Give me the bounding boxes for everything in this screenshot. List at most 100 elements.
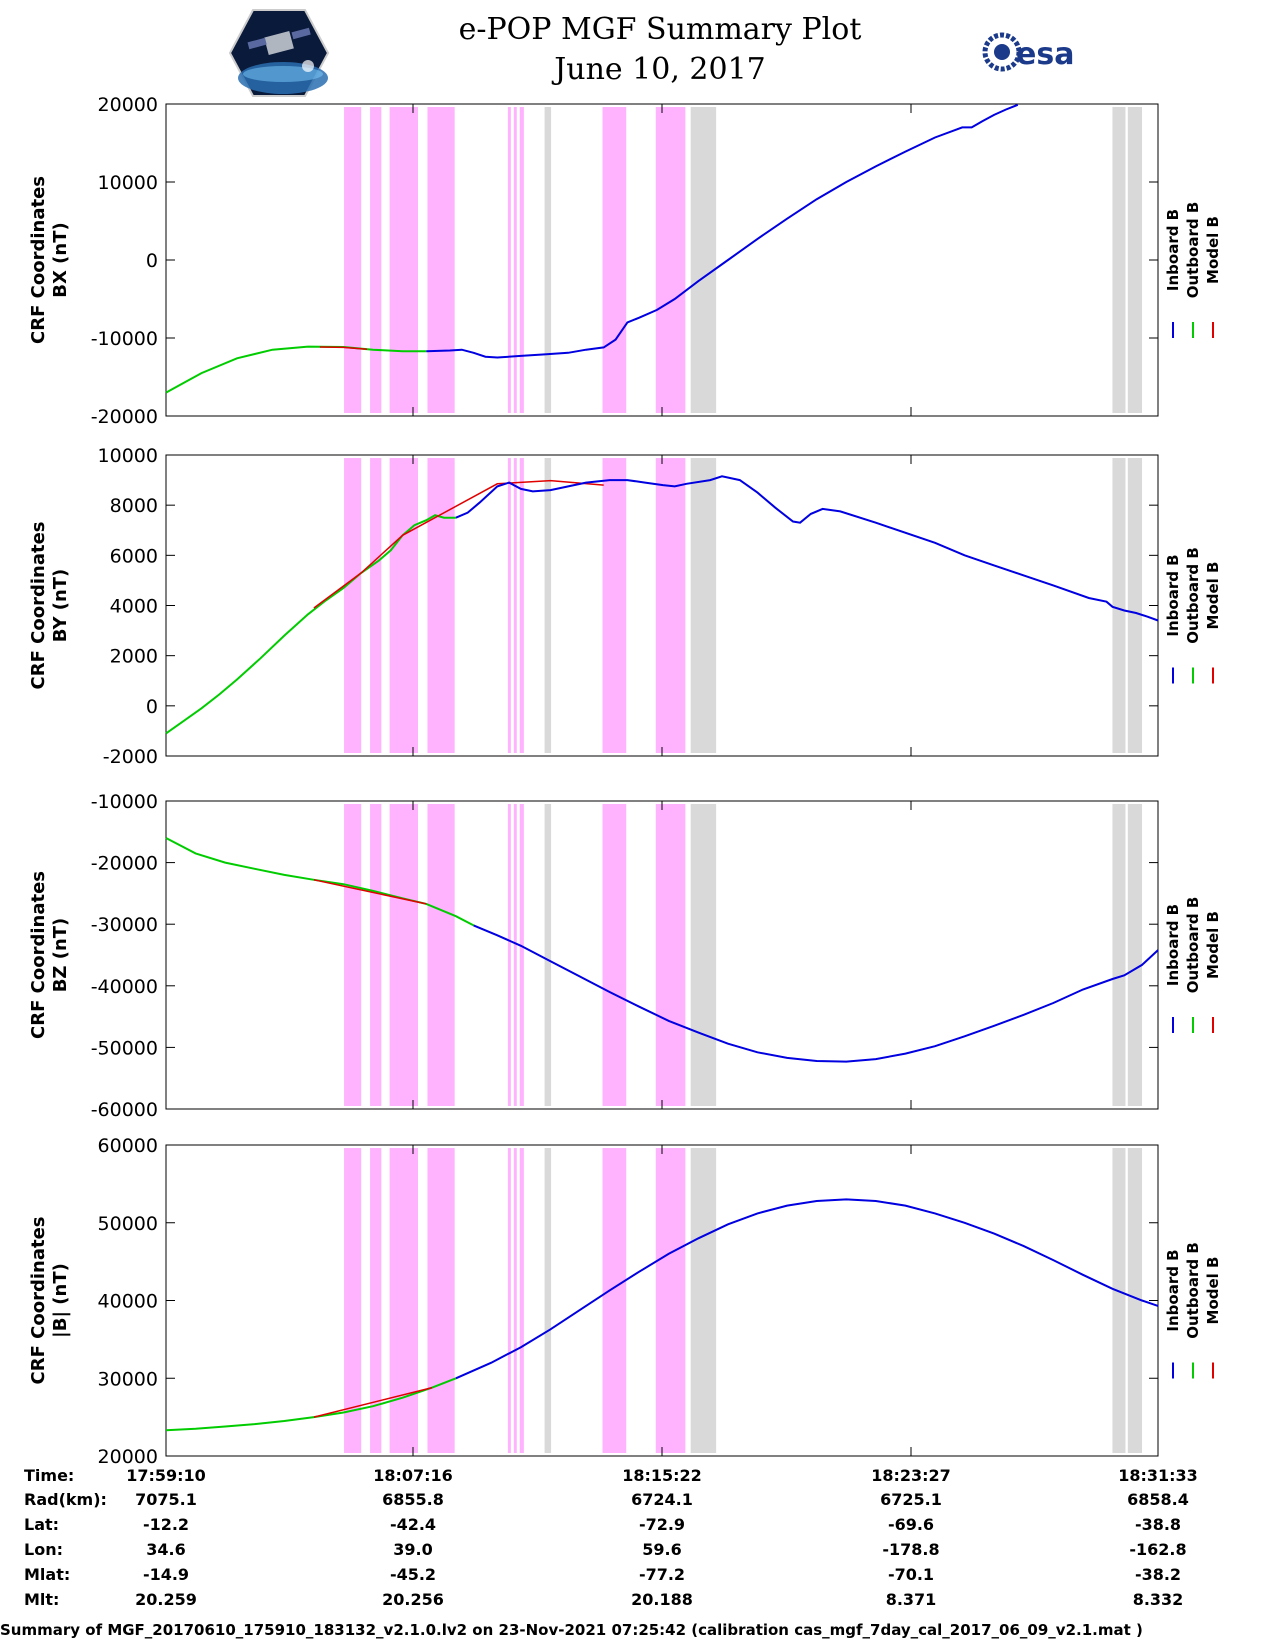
panel-4: 20000 30000 40000 50000 60000 CRF Coordinates…: [28, 1135, 1222, 1468]
series-inboard-b: [455, 475, 1159, 622]
series-model-b: [313, 879, 427, 905]
y-tick-label: 30000: [98, 1368, 158, 1390]
page-title: e-POP MGF Summary Plot: [458, 12, 862, 47]
shading-band-magenta: [344, 1148, 362, 1453]
legend-label: Model B: [1204, 562, 1222, 630]
shading-band-grey: [1112, 1148, 1126, 1453]
legend: Inboard B Outboard B Model B: [1164, 1242, 1222, 1379]
ephemeris-value: 20.256: [382, 1590, 444, 1609]
shading-band-grey: [1127, 107, 1143, 413]
y-tick-label: 50000: [98, 1213, 158, 1235]
y-axis-label-line2: |B| (nT): [50, 1263, 71, 1338]
legend-label: Inboard B: [1164, 904, 1182, 986]
series-model-b: [313, 479, 604, 609]
legend-label: Inboard B: [1164, 554, 1182, 636]
shading-band-magenta: [344, 458, 362, 753]
y-tick-label: 2000: [110, 646, 158, 668]
shading-band-magenta: [389, 1148, 418, 1453]
shading-band-magenta: [602, 804, 627, 1106]
ephemeris-table: Time: Rad(km): Lat: Lon: Mlat: Mlt: 17:59:10 70…: [24, 1466, 1198, 1609]
y-tick-label: -20000: [91, 853, 158, 875]
series-inboard-b: [426, 103, 1019, 359]
page-date: June 10, 2017: [554, 52, 766, 87]
ephemeris-value: -38.8: [1135, 1515, 1181, 1534]
shading-band-grey: [1112, 804, 1126, 1106]
series-model-b: [319, 346, 368, 351]
y-tick-label: 8000: [110, 495, 158, 517]
legend-label: Model B: [1204, 216, 1222, 284]
ephemeris-value: -178.8: [882, 1540, 939, 1559]
y-tick-label: 60000: [98, 1135, 158, 1157]
y-axis-label-line1: CRF Coordinates: [28, 1217, 49, 1385]
shading-band-magenta: [513, 107, 517, 413]
ephemeris-value: 20.188: [631, 1590, 693, 1609]
legend: Inboard B Outboard B Model B: [1164, 202, 1222, 338]
y-axis-label: CRF Coordinates|B| (nT): [28, 1217, 71, 1385]
ephemeris-value: -69.6: [888, 1515, 934, 1534]
y-tick-label: -2000: [103, 746, 158, 768]
ephemeris-value: 6855.8: [382, 1490, 444, 1509]
shading-band-magenta: [370, 458, 382, 753]
ephemeris-value: 6724.1: [631, 1490, 693, 1509]
shading-band-magenta: [507, 804, 511, 1106]
shading-band-magenta: [655, 458, 686, 753]
shading-band-grey: [1127, 458, 1143, 753]
shading-band-magenta: [655, 804, 686, 1106]
y-axis-label-line2: BX (nT): [50, 222, 71, 297]
title-block: e-POP MGF Summary Plot June 10, 2017: [0, 10, 1275, 90]
shading-band-magenta: [513, 804, 517, 1106]
y-axis-label-line2: BY (nT): [50, 569, 71, 643]
ephemeris-value: -14.9: [143, 1565, 189, 1584]
y-axis-label-line2: BZ (nT): [50, 918, 71, 993]
shading-band-magenta: [602, 1148, 627, 1453]
ephemeris-value: 8.332: [1133, 1590, 1184, 1609]
y-tick-label: 10000: [98, 445, 158, 467]
legend: Inboard B Outboard B Model B: [1164, 897, 1222, 1033]
shading-band-magenta: [602, 458, 627, 753]
shading-band-grey: [1127, 1148, 1143, 1453]
shading-band-magenta: [427, 804, 455, 1106]
panel-1: -20000 -10000 0 10000 20000 CRF CoordinatesBX…: [28, 94, 1222, 428]
shading-band-magenta: [655, 107, 686, 413]
y-axis-label-line1: CRF Coordinates: [28, 522, 49, 690]
shading-band-grey: [544, 804, 552, 1106]
legend-label: Inboard B: [1164, 209, 1182, 291]
ephemeris-value: 20.259: [135, 1590, 197, 1609]
shading-band-magenta: [519, 107, 524, 413]
y-tick-label: -50000: [91, 1037, 158, 1059]
y-axis-label-line1: CRF Coordinates: [28, 176, 49, 344]
y-tick-label: -20000: [91, 406, 158, 428]
shading-band-grey: [1112, 107, 1126, 413]
ephemeris-value: 18:23:27: [871, 1466, 951, 1485]
panel-2: -2000 0 2000 4000 6000 8000 10000 CRF Coordinat…: [28, 445, 1222, 768]
shading-band-magenta: [427, 458, 455, 753]
legend-label: Inboard B: [1164, 1249, 1182, 1331]
y-tick-label: -60000: [91, 1099, 158, 1121]
ephemeris-value: -12.2: [143, 1515, 189, 1534]
ephemeris-row-label: Rad(km):: [24, 1490, 107, 1509]
shading-band-magenta: [344, 804, 362, 1106]
shading-band-grey: [544, 1148, 552, 1453]
y-tick-label: 0: [146, 250, 158, 272]
series-inboard-b: [455, 1198, 1159, 1380]
shading-band-magenta: [602, 107, 627, 413]
shading-band-grey: [690, 804, 717, 1106]
esa-logo: esa: [982, 32, 1074, 72]
legend-label: Outboard B: [1184, 897, 1202, 994]
shading-band-magenta: [389, 458, 418, 753]
footer-caption: Summary of MGF_20170610_175910_183132_v2…: [0, 1621, 1143, 1639]
series-outboard-b: [165, 345, 427, 394]
ephemeris-value: 6858.4: [1127, 1490, 1189, 1509]
legend-label: Model B: [1204, 911, 1222, 979]
shading-band-grey: [544, 107, 552, 413]
shading-band-grey: [1127, 804, 1143, 1106]
shading-band-grey: [544, 458, 552, 753]
epop-mission-logo: [228, 9, 330, 97]
series-model-b: [313, 1386, 433, 1418]
shading-band-magenta: [519, 804, 524, 1106]
shading-band-magenta: [655, 1148, 686, 1453]
y-axis-label: CRF CoordinatesBZ (nT): [28, 871, 71, 1039]
shading-band-magenta: [389, 804, 418, 1106]
ephemeris-row-label: Mlat:: [24, 1565, 70, 1584]
ephemeris-value: 18:31:33: [1118, 1466, 1198, 1485]
